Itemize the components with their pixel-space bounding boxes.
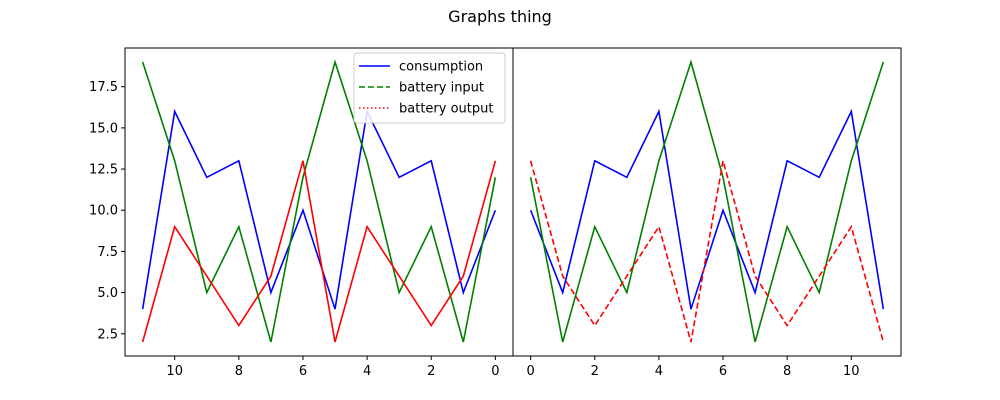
- legend-label: consumption: [399, 60, 483, 75]
- y-tick-label: 2.5: [97, 327, 118, 342]
- x-tick-label: 10: [843, 364, 860, 379]
- series-line-3: [141, 160, 497, 343]
- x-tick-label: 10: [166, 364, 183, 379]
- legend-label: battery output: [399, 102, 493, 117]
- y-tick-label: 17.5: [89, 80, 118, 95]
- axes-frame: [512, 47, 902, 357]
- left-panel: 10 8 6 4 2 0 2.5 5.0 7.5 10.0 12.5 15.0 17.5: [89, 47, 514, 379]
- x-tick-label: 8: [235, 364, 243, 379]
- right-panel: 0 2 4 6 8 10: [512, 47, 902, 379]
- x-tick-label: 4: [363, 364, 371, 379]
- series-line-1: [529, 108, 885, 310]
- series-line-2: [529, 59, 885, 343]
- chart-title: Graphs thing: [448, 7, 552, 26]
- x-tick-label: 4: [655, 364, 663, 379]
- y-tick-label: 10.0: [89, 204, 118, 219]
- series-line-2: [141, 59, 497, 343]
- x-tick-label: 6: [719, 364, 727, 379]
- x-tick-label: 6: [299, 364, 307, 379]
- x-tick-label: 0: [526, 364, 534, 379]
- legend-box: [353, 52, 506, 124]
- y-tick-label: 15.0: [89, 121, 118, 136]
- y-tick-label: 12.5: [89, 163, 118, 178]
- y-tick-label: 5.0: [97, 286, 118, 301]
- x-tick-label: 2: [591, 364, 599, 379]
- x-tick-label: 2: [427, 364, 435, 379]
- legend-label: battery input: [399, 81, 484, 96]
- y-tick-label: 7.5: [97, 245, 118, 260]
- x-tick-label: 8: [783, 364, 791, 379]
- x-tick-label: 0: [491, 364, 499, 379]
- series-line-3: [529, 160, 885, 343]
- series-line-1: [141, 108, 497, 310]
- legend: consumption battery input battery output: [353, 52, 506, 124]
